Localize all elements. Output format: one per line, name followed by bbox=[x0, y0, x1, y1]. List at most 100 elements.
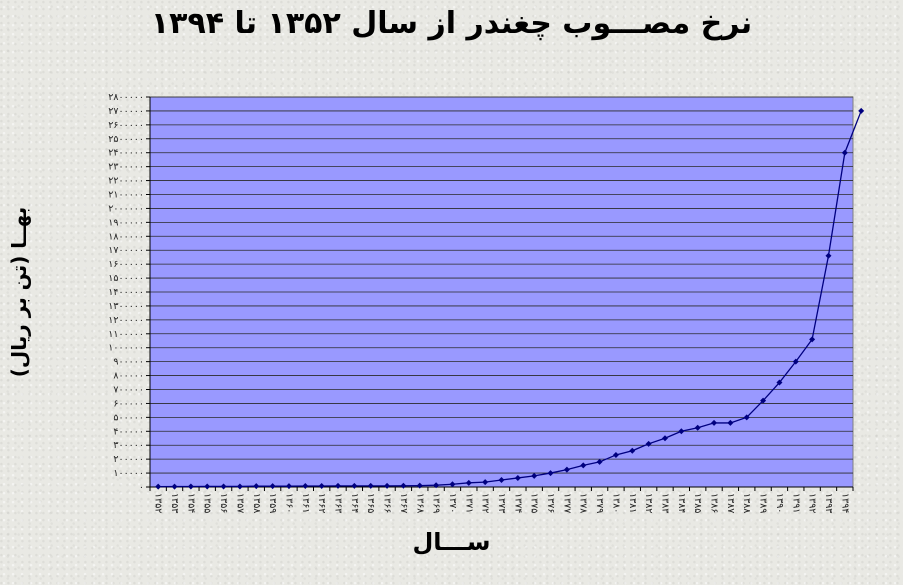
y-tick-label: ۱۴۰۰۰۰۰ bbox=[108, 287, 144, 298]
y-tick-label: ۲۱۰۰۰۰۰ bbox=[108, 190, 144, 201]
data-point bbox=[155, 483, 162, 490]
y-tick-label: ۷۰۰۰۰۰ bbox=[113, 385, 144, 396]
data-point bbox=[809, 336, 816, 343]
data-point bbox=[449, 481, 456, 488]
x-tick-label: ۱۳۶۰ bbox=[283, 493, 294, 513]
data-point bbox=[204, 483, 211, 490]
data-point bbox=[596, 458, 603, 465]
x-tick-label: ۱۳۷۰ bbox=[447, 493, 458, 513]
chart-title: نرخ مصـــوب چغندر از سال ۱۳۵۲ تا ۱۳۹۴ bbox=[150, 6, 753, 41]
x-tick-label: ۱۳۶۱ bbox=[300, 493, 311, 513]
data-point bbox=[629, 447, 636, 454]
data-point bbox=[563, 466, 570, 473]
x-tick-label: ۱۳۵۷ bbox=[234, 493, 245, 513]
grid-lines bbox=[150, 96, 853, 474]
y-tick-label: ۲۷۰۰۰۰۰ bbox=[108, 106, 144, 117]
data-point bbox=[678, 428, 685, 435]
data-point bbox=[465, 479, 472, 486]
y-tick-label: ۲۵۰۰۰۰۰ bbox=[108, 134, 144, 145]
x-tick-label: ۱۳۸۷ bbox=[725, 493, 736, 513]
x-axis: ۱۳۵۲ ۱۳۵۳ ۱۳۵۴ ۱۳۵۵ ۱۳۵۶ ۱۳۵۷ ۱۳۵۸ ۱۳۵۹ ۱۳۶۰ ۱۳۶۱… bbox=[149, 486, 854, 513]
data-point bbox=[285, 483, 292, 490]
x-tick-label: ۱۳۸۱ bbox=[627, 493, 638, 513]
y-tick-label: ۴۰۰۰۰۰ bbox=[113, 426, 144, 437]
x-tick-label: ۱۳۷۷ bbox=[561, 493, 572, 513]
data-point bbox=[760, 397, 767, 404]
x-tick-label: ۱۳۸۴ bbox=[676, 493, 687, 513]
y-axis: ۰ ۱۰۰۰۰۰ ۲۰۰۰۰۰ ۳۰۰۰۰۰ ۴۰۰۰۰۰ ۵۰۰۰۰۰ ۶۰۰۰۰۰ ۷۰۰… bbox=[108, 92, 151, 493]
data-point bbox=[482, 479, 489, 486]
y-tick-label: ۱۸۰۰۰۰۰ bbox=[108, 231, 144, 242]
y-tick-label: ۲۲۰۰۰۰۰ bbox=[108, 176, 144, 187]
x-tick-label: ۱۳۸۵ bbox=[692, 493, 703, 513]
x-tick-label: ۱۳۵۳ bbox=[169, 493, 180, 513]
y-tick-label: ۰ bbox=[139, 482, 144, 493]
y-tick-label: ۲۸۰۰۰۰۰ bbox=[108, 92, 144, 103]
data-point bbox=[416, 482, 423, 489]
y-tick-label: ۶۰۰۰۰۰ bbox=[113, 398, 144, 409]
y-tick-label: ۵۰۰۰۰۰ bbox=[113, 412, 144, 423]
y-tick-label: ۳۰۰۰۰۰ bbox=[113, 440, 144, 451]
x-tick-label: ۱۳۷۵ bbox=[529, 493, 540, 513]
y-tick-label: ۲۰۰۰۰۰ bbox=[113, 454, 144, 465]
y-tick-label: ۱۹۰۰۰۰۰ bbox=[108, 217, 144, 228]
y-tick-label: ۱۳۰۰۰۰۰ bbox=[108, 301, 144, 312]
data-point bbox=[612, 451, 619, 458]
data-point bbox=[694, 424, 701, 431]
data-point bbox=[547, 470, 554, 477]
data-point bbox=[498, 477, 505, 484]
x-tick-label: ۱۳۹۴ bbox=[839, 493, 850, 513]
data-point bbox=[531, 472, 538, 479]
x-tick-label: ۱۳۶۷ bbox=[398, 493, 409, 513]
y-tick-label: ۱۶۰۰۰۰۰ bbox=[108, 259, 144, 270]
x-tick-label: ۱۳۷۶ bbox=[545, 493, 556, 513]
y-tick-label: ۲۳۰۰۰۰۰ bbox=[108, 162, 144, 173]
data-point bbox=[645, 440, 652, 447]
x-tick-label: ۱۳۶۴ bbox=[349, 493, 360, 513]
x-tick-label: ۱۳۶۸ bbox=[414, 493, 425, 513]
data-point bbox=[776, 379, 783, 386]
data-markers bbox=[155, 107, 865, 490]
data-point bbox=[841, 149, 848, 156]
x-tick-label: ۱۳۷۴ bbox=[512, 493, 523, 513]
x-tick-label: ۱۳۵۶ bbox=[218, 493, 229, 513]
x-tick-label: ۱۳۷۸ bbox=[578, 493, 589, 513]
data-point bbox=[253, 483, 260, 490]
data-point bbox=[236, 483, 243, 490]
x-tick-label: ۱۳۶۳ bbox=[333, 493, 344, 513]
data-point bbox=[384, 482, 391, 489]
x-tick-label: ۱۳۸۲ bbox=[643, 493, 654, 513]
x-tick-label: ۱۳۵۹ bbox=[267, 493, 278, 513]
data-point bbox=[269, 483, 276, 490]
x-tick-label: ۱۳۷۹ bbox=[594, 493, 605, 513]
data-point bbox=[514, 474, 521, 481]
data-point bbox=[351, 482, 358, 489]
x-tick-label: ۱۳۸۹ bbox=[758, 493, 769, 513]
data-point bbox=[858, 107, 865, 114]
data-point bbox=[727, 419, 734, 426]
x-tick-label: ۱۳۸۰ bbox=[610, 493, 621, 513]
y-tick-label: ۲۶۰۰۰۰۰ bbox=[108, 120, 144, 131]
data-point bbox=[580, 462, 587, 469]
data-point bbox=[220, 483, 227, 490]
data-point bbox=[743, 414, 750, 421]
data-point bbox=[318, 483, 325, 490]
data-point bbox=[400, 482, 407, 489]
data-point bbox=[367, 482, 374, 489]
x-tick-label: ۱۳۷۱ bbox=[463, 493, 474, 513]
x-tick-label: ۱۳۶۵ bbox=[365, 493, 376, 513]
y-tick-label: ۲۰۰۰۰۰۰ bbox=[108, 203, 144, 214]
y-tick-label: ۱۲۰۰۰۰۰ bbox=[108, 315, 144, 326]
x-tick-label: ۱۳۹۰ bbox=[774, 493, 785, 513]
x-tick-label: ۱۳۶۶ bbox=[382, 493, 393, 513]
x-tick-label: ۱۳۹۱ bbox=[790, 493, 801, 513]
y-tick-label: ۹۰۰۰۰۰ bbox=[113, 357, 144, 368]
x-tick-label: ۱۳۷۲ bbox=[480, 493, 491, 513]
x-tick-label: ۱۳۵۸ bbox=[251, 493, 262, 513]
y-tick-label: ۱۷۰۰۰۰۰ bbox=[108, 245, 144, 256]
x-tick-label: ۱۳۹۳ bbox=[823, 493, 834, 513]
x-tick-label: ۱۳۸۶ bbox=[709, 493, 720, 513]
y-tick-label: ۸۰۰۰۰۰ bbox=[113, 371, 144, 382]
x-tick-label: ۱۳۸۸ bbox=[741, 493, 752, 513]
